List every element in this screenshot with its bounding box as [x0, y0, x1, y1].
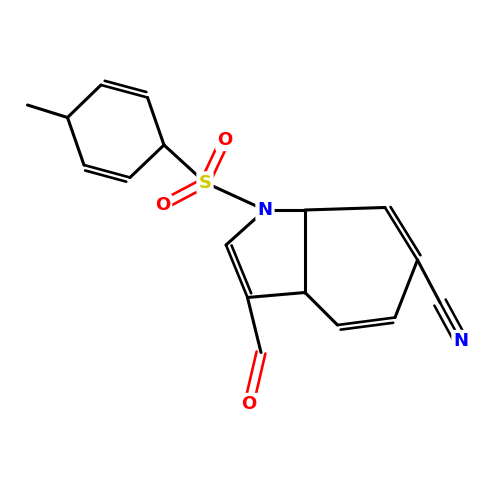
- Text: O: O: [155, 196, 170, 214]
- Text: N: N: [454, 332, 468, 350]
- Text: O: O: [218, 131, 232, 149]
- Text: N: N: [258, 201, 272, 219]
- Text: O: O: [242, 395, 256, 413]
- Text: S: S: [198, 174, 211, 192]
